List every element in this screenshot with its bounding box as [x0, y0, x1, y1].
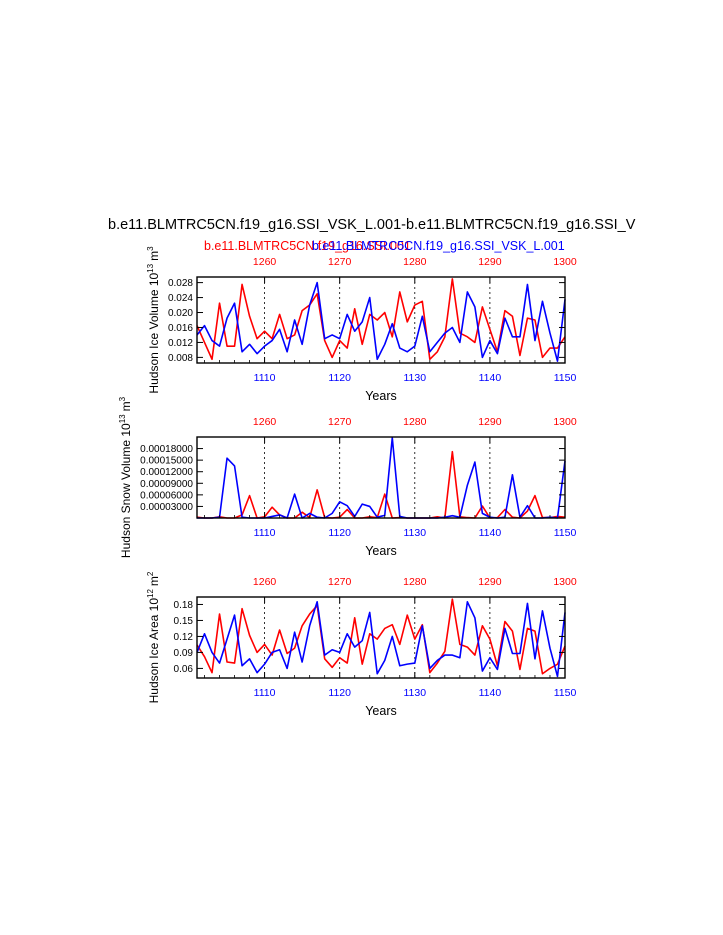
y-tick-label: 0.008 — [168, 353, 193, 364]
x-tick-label: 1120 — [328, 372, 351, 384]
x-tick-label: 1140 — [479, 527, 502, 539]
y-tick-label: 0.012 — [168, 338, 193, 349]
y-axis-label: Hudson Snow Volume 1013 m3 — [118, 396, 133, 558]
x-top-tick-label: 1270 — [328, 576, 352, 588]
y-axis-label-ylabel-exp: 13 — [146, 263, 155, 272]
y-tick-label: 0.18 — [174, 600, 194, 611]
y-axis-label-ylabel: Hudson Ice Volume 10 — [147, 272, 161, 393]
x-top-tick-label: 1280 — [403, 576, 427, 588]
x-tick-label: 1150 — [554, 527, 577, 539]
legend-blue-label: b.e11.BLMTRC5CN.f19_g16.SSI_VSK_L.001 — [312, 239, 565, 253]
y-axis-label-ylabel-unit: m — [147, 251, 161, 261]
x-tick-label: 1150 — [554, 687, 577, 699]
series-line-red — [196, 450, 566, 519]
y-axis-label-ylabel-exp: 12 — [146, 589, 155, 598]
x-top-tick-label: 1260 — [253, 416, 277, 428]
y-tick-label: 0.00015000 — [140, 456, 193, 467]
y-tick-label: 0.020 — [168, 308, 193, 319]
x-top-tick-label: 1280 — [403, 416, 427, 428]
x-tick-label: 1130 — [403, 372, 426, 384]
y-tick-label: 0.15 — [174, 616, 194, 627]
y-axis-label: Hudson Ice Area 1012 m2 — [146, 571, 161, 703]
y-axis-label-ylabel: Hudson Ice Area 10 — [147, 598, 161, 704]
x-tick-label: 1120 — [328, 687, 351, 699]
x-tick-label: 1150 — [554, 372, 577, 384]
y-tick-label: 0.00018000 — [140, 444, 193, 455]
panel-2: 1110 1120 1130 1140 1150 1260 1270 1280 1290 1300… — [118, 396, 577, 558]
x-tick-label: 1120 — [328, 527, 351, 539]
panel-1: 1110 1120 1130 1140 1150 1260 1270 1280 1290 1300… — [146, 246, 577, 403]
y-tick-label: 0.024 — [168, 293, 193, 304]
series-line-red — [196, 278, 566, 361]
series-line-red — [196, 598, 566, 675]
x-tick-label: 1110 — [254, 372, 276, 384]
x-top-tick-label: 1300 — [553, 256, 577, 268]
plot-frame — [196, 436, 566, 519]
x-axis-label: Years — [365, 389, 397, 403]
y-tick-label: 0.00012000 — [140, 467, 193, 478]
y-axis-label: Hudson Ice Volume 1013 m3 — [146, 246, 161, 394]
y-tick-label: 0.06 — [174, 664, 194, 675]
x-top-tick-label: 1300 — [553, 416, 577, 428]
y-tick-label: 0.09 — [174, 648, 194, 659]
plot-frame — [196, 276, 566, 364]
x-axis-label: Years — [365, 544, 397, 558]
x-top-tick-label: 1290 — [478, 576, 502, 588]
y-axis-label-ylabel-unit: m — [147, 576, 161, 586]
series-line-blue — [196, 281, 566, 362]
x-top-tick-label: 1260 — [253, 256, 277, 268]
x-tick-label: 1140 — [479, 687, 502, 699]
y-tick-label: 0.00003000 — [140, 502, 193, 513]
y-axis-label-ylabel-unit: m — [119, 401, 133, 411]
x-top-tick-label: 1270 — [328, 416, 352, 428]
figure-title: b.e11.BLMTRC5CN.f19_g16.SSI_VSK_L.001-b.… — [108, 217, 636, 233]
x-top-tick-label: 1300 — [553, 576, 577, 588]
y-axis-label-ylabel-exp: 13 — [118, 414, 127, 423]
y-axis-label-ylabel-unit-exp: 3 — [118, 396, 127, 401]
panel-3: 1110 1120 1130 1140 1150 1260 1270 1280 1290 1300… — [146, 571, 577, 718]
x-tick-label: 1130 — [403, 687, 426, 699]
series-line-blue — [196, 601, 566, 678]
y-tick-label: 0.00009000 — [140, 479, 193, 490]
x-top-tick-label: 1280 — [403, 256, 427, 268]
y-axis-label-ylabel: Hudson Snow Volume 10 — [119, 423, 133, 558]
x-tick-label: 1140 — [479, 372, 502, 384]
y-axis-label-ylabel-unit-exp: 2 — [146, 571, 155, 576]
x-top-tick-label: 1270 — [328, 256, 352, 268]
plot-frame — [196, 596, 566, 679]
y-tick-label: 0.016 — [168, 323, 193, 334]
x-tick-label: 1110 — [254, 687, 276, 699]
x-axis-label: Years — [365, 704, 397, 718]
x-tick-label: 1110 — [254, 527, 276, 539]
y-tick-label: 0.12 — [174, 632, 194, 643]
y-tick-label: 0.028 — [168, 278, 193, 289]
x-tick-label: 1130 — [403, 527, 426, 539]
legend-red-label: b.e11.BLMTRC5CN.f19_g16.SSI.001 — [204, 239, 411, 253]
x-top-tick-label: 1260 — [253, 576, 277, 588]
x-top-tick-label: 1290 — [478, 256, 502, 268]
y-tick-label: 0.00006000 — [140, 490, 193, 501]
x-top-tick-label: 1290 — [478, 416, 502, 428]
y-axis-label-ylabel-unit-exp: 3 — [146, 246, 155, 251]
